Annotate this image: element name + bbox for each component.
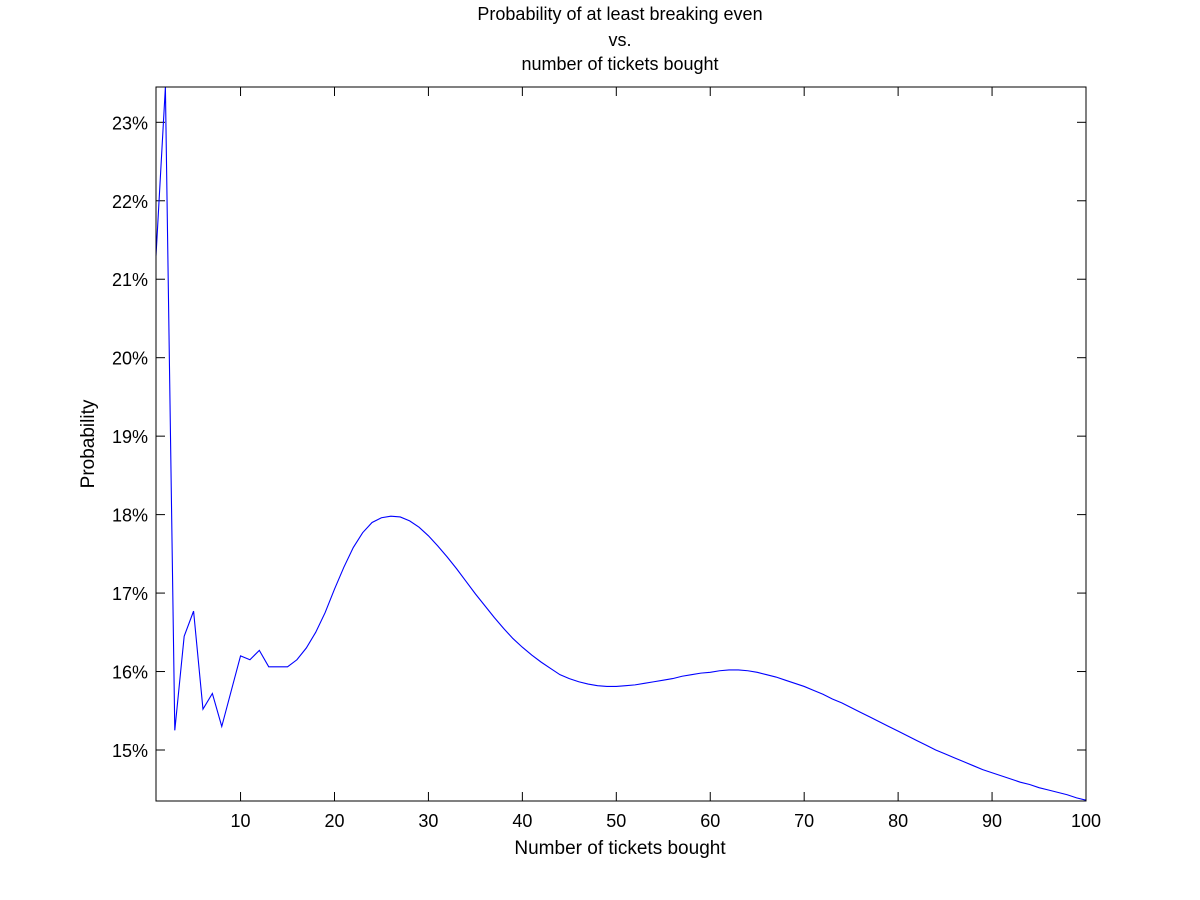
x-tick-label: 10 — [231, 811, 251, 831]
y-tick-label: 15% — [112, 741, 148, 761]
chart-title-line-2: vs. — [608, 30, 631, 50]
chart-title-line-3: number of tickets bought — [521, 54, 718, 74]
x-tick-label: 50 — [606, 811, 626, 831]
x-tick-label: 90 — [982, 811, 1002, 831]
x-tick-label: 30 — [418, 811, 438, 831]
x-axis-ticks: 10 20 30 40 50 60 70 80 90 100 — [231, 87, 1101, 831]
plot-area — [156, 87, 1086, 801]
x-tick-label: 70 — [794, 811, 814, 831]
y-tick-label: 23% — [112, 113, 148, 133]
series-line — [155, 86, 1087, 801]
y-axis-ticks: 15% 16% 17% 18% 19% 20% 21% 22% 23% — [112, 113, 1086, 761]
y-tick-label: 18% — [112, 506, 148, 526]
y-tick-label: 17% — [112, 584, 148, 604]
x-tick-label: 40 — [512, 811, 532, 831]
chart-title-line-1: Probability of at least breaking even — [477, 4, 762, 24]
x-tick-label: 60 — [700, 811, 720, 831]
plot-frame — [155, 86, 1087, 802]
y-tick-label: 19% — [112, 427, 148, 447]
x-tick-label: 80 — [888, 811, 908, 831]
y-tick-label: 16% — [112, 663, 148, 683]
x-tick-label: 100 — [1071, 811, 1101, 831]
y-tick-label: 21% — [112, 270, 148, 290]
y-tick-label: 20% — [112, 349, 148, 369]
x-axis-label: Number of tickets bought — [514, 838, 726, 859]
y-axis-label: Probability — [78, 399, 99, 488]
y-tick-label: 22% — [112, 192, 148, 212]
x-tick-label: 20 — [324, 811, 344, 831]
